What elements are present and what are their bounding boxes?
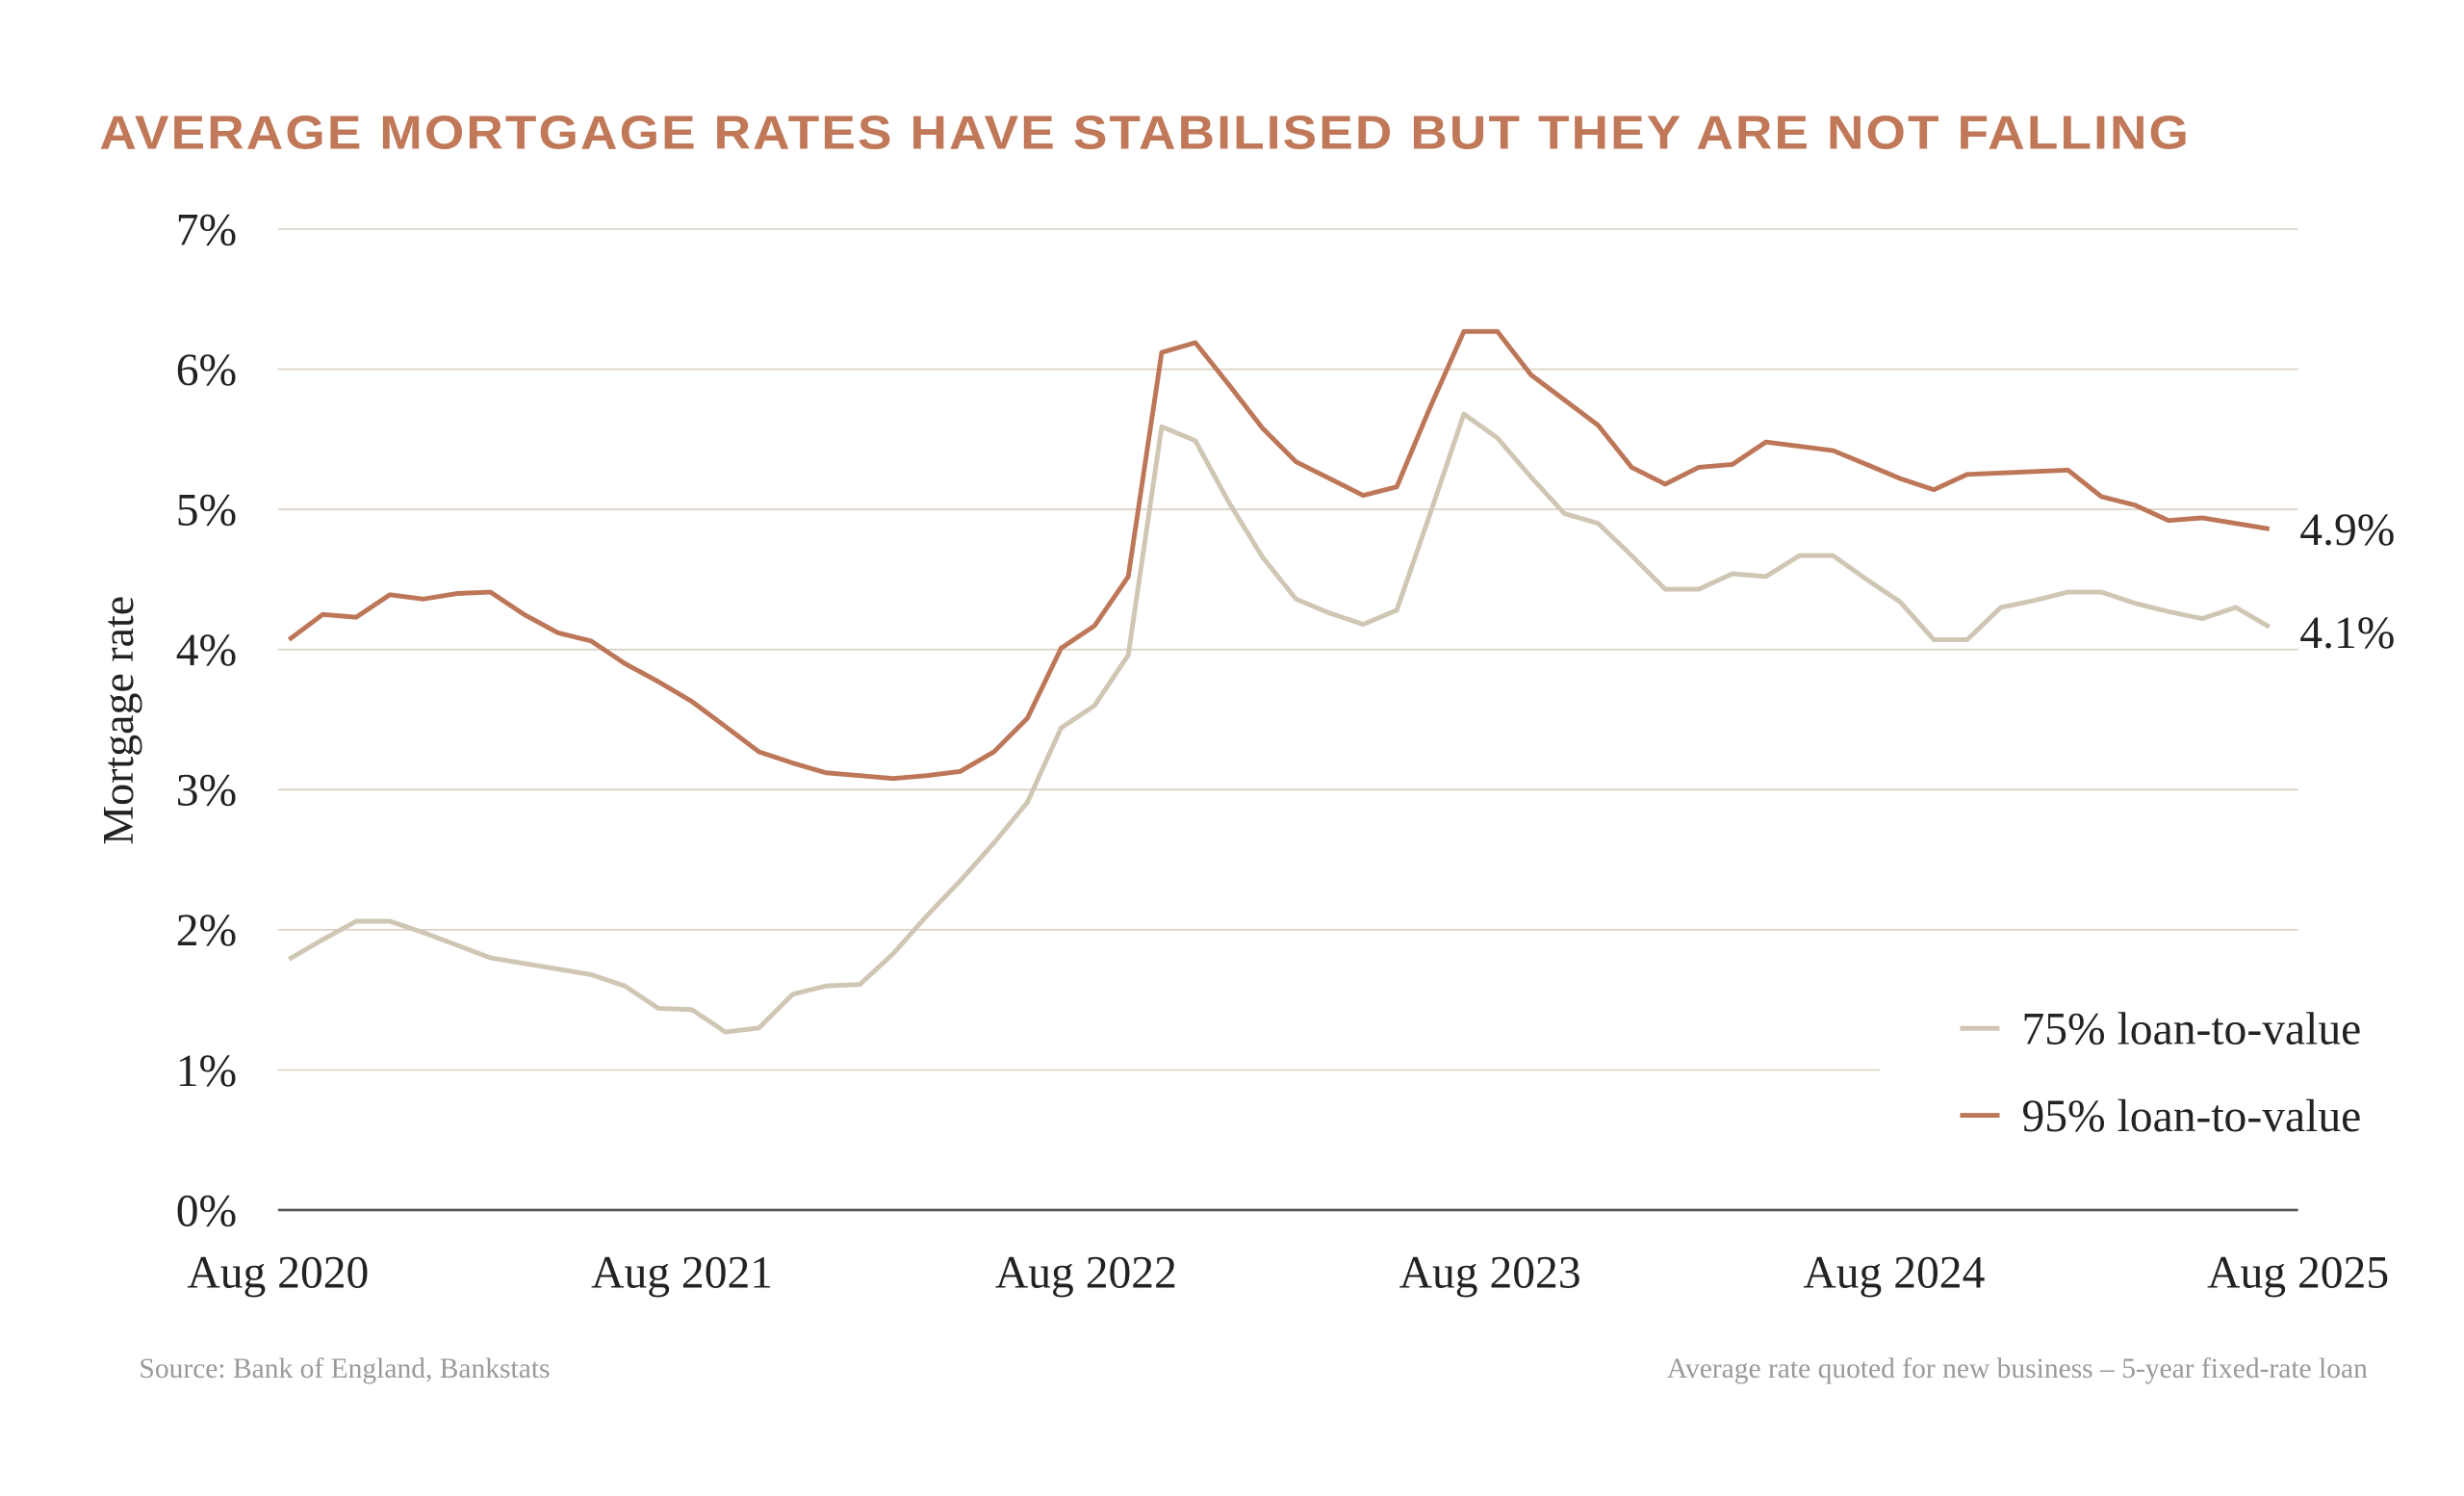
end-label-75: 4.1% (2299, 608, 2395, 658)
y-tick-label: 0% (176, 1186, 237, 1236)
x-tick-label: Aug 2021 (591, 1248, 773, 1298)
x-tick-label: Aug 2023 (1399, 1248, 1581, 1298)
y-tick-label: 5% (176, 486, 237, 536)
y-axis-label: Mortgage rate (93, 596, 142, 845)
y-tick-label: 4% (176, 626, 237, 676)
y-tick-label: 7% (176, 205, 237, 255)
x-tick-label: Aug 2022 (995, 1248, 1177, 1298)
y-tick-label: 6% (176, 346, 237, 396)
y-tick-label: 2% (176, 906, 237, 956)
y-tick-label: 3% (176, 766, 237, 816)
series-line-95 (287, 328, 2271, 782)
x-tick-label: Aug 2025 (2207, 1248, 2389, 1298)
source-note: Source: Bank of England, Bankstats (139, 1354, 550, 1384)
legend: 75% loan-to-value 95% loan-to-value (1960, 1005, 2361, 1142)
gridlines (277, 228, 2298, 1212)
legend-label-95: 95% loan-to-value (2021, 1092, 2361, 1142)
y-tick-label: 1% (176, 1046, 237, 1096)
x-tick-label: Aug 2024 (1803, 1248, 1985, 1298)
x-tick-labels: Aug 2020 Aug 2021 Aug 2022 Aug 2023 Aug 2024… (187, 1248, 2389, 1298)
end-label-95: 4.9% (2299, 505, 2395, 555)
series-lines (287, 328, 2272, 1035)
y-tick-labels: 0% 1% 2% 3% 4% 5% 6% 7% (176, 205, 237, 1236)
series-line-75 (288, 411, 2272, 1035)
legend-label-75: 75% loan-to-value (2021, 1005, 2361, 1055)
x-tick-label: Aug 2020 (187, 1248, 369, 1298)
methodology-note: Average rate quoted for new business – 5… (1667, 1354, 2368, 1384)
chart-title: AVERAGE MORTGAGE RATES HAVE STABILISED B… (99, 106, 2191, 159)
